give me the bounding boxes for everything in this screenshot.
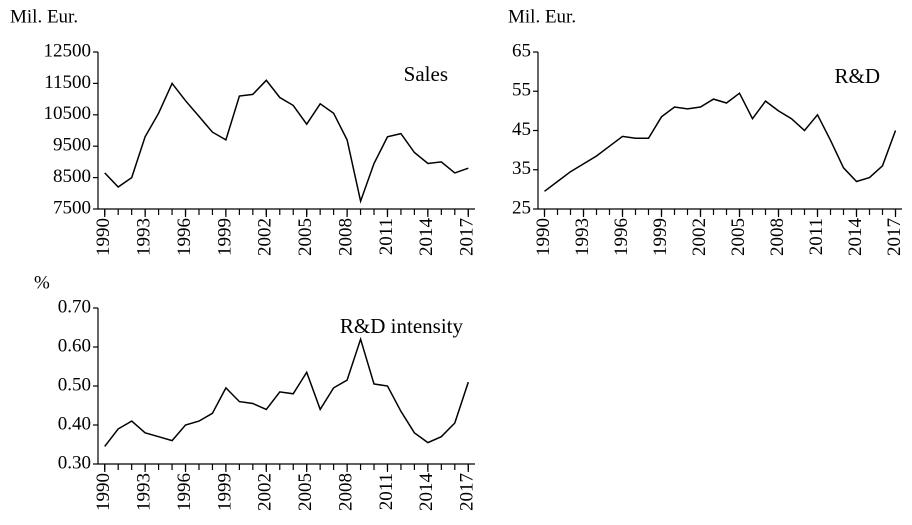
annotation: Sales [404,62,448,86]
line [544,92,897,192]
x-tick-label: 1990 [533,218,554,256]
y-tick-label: 0.50 [58,374,91,395]
y-tick-label: 65 [512,40,531,61]
y-tick-label: 7500 [53,197,91,218]
x-tick-label: 2014 [416,473,437,512]
y-tick-label: 45 [512,119,531,140]
annotation: R&D [834,64,880,88]
chart: % R&D intensity 0.30 0.40 0.50 0.60 0.70 1990 19… [34,272,478,511]
y-tick-label: 35 [512,158,531,179]
y-tick-label: 10500 [44,103,92,124]
y-tick-label: 55 [512,80,531,101]
y-tick-label: 0.70 [58,296,91,317]
x-tick-label: 2017 [457,473,478,511]
x-tick-label: 1996 [174,473,195,511]
x-tick-label: 1993 [133,473,154,511]
chart: Mil. Eur. R&D 25 35 45 55 65 1990 1993 1996 1999 20… [508,6,905,256]
x-tick-label: 1990 [93,218,114,256]
x-tick-label: 2017 [457,218,478,256]
line [104,79,469,204]
x-tick-label: 1999 [214,218,235,256]
y-tick-label: 11500 [44,72,91,93]
x-tick-label: 1996 [174,218,195,256]
y-tick-label: 8500 [53,166,91,187]
x-tick-label: 2011 [376,218,397,255]
x-tick-label: 1999 [650,218,671,256]
x-tick-label: 2002 [689,218,710,256]
x-tick-label: 2002 [255,218,276,256]
y-axis-unit: % [34,272,50,293]
x-tick-label: 2014 [416,218,437,257]
y-tick-label: 9500 [53,135,91,156]
x-tick-label: 2002 [255,473,276,511]
x-tick-label: 1990 [93,473,114,511]
y-tick-label: 12500 [44,40,92,61]
y-tick-label: 0.30 [58,452,91,473]
line [104,336,470,447]
x-tick-label: 2005 [295,218,316,256]
x-tick-label: 2014 [845,218,866,257]
x-tick-label: 2005 [728,218,749,256]
y-axis-unit: Mil. Eur. [10,6,78,27]
x-tick-label: 2017 [884,218,905,256]
y-tick-label: 0.40 [58,413,91,434]
x-tick-label: 1993 [133,218,154,256]
x-tick-label: 2008 [335,473,356,511]
x-tick-label: 2005 [295,473,316,511]
x-tick-label: 1993 [572,218,593,256]
x-tick-label: 2008 [767,218,788,256]
x-tick-label: 1996 [611,218,632,256]
y-axis-unit: Mil. Eur. [508,6,576,27]
x-tick-label: 2011 [376,473,397,510]
x-tick-label: 2008 [335,218,356,256]
chart: Mil. Eur. Sales 7500 8500 9500 10500 11500 1250… [10,6,478,256]
x-tick-label: 1999 [214,473,235,511]
y-tick-label: 25 [512,197,531,218]
x-tick-label: 2011 [806,218,827,255]
y-tick-label: 0.60 [58,335,91,356]
annotation: R&D intensity [340,314,464,338]
